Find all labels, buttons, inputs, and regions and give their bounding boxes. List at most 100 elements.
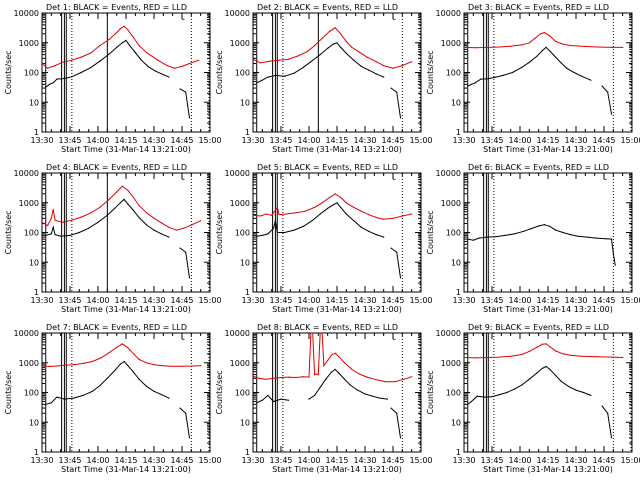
data-point [265, 213, 267, 215]
data-point [52, 82, 54, 84]
data-point [487, 46, 489, 49]
data-point [56, 78, 58, 80]
data-point [179, 247, 181, 249]
data-point [54, 219, 56, 221]
data-point [325, 378, 327, 380]
data-point [467, 238, 469, 240]
series-events [256, 368, 402, 439]
y-tick-label: 10000 [225, 169, 250, 178]
data-point [573, 71, 575, 74]
data-point [56, 365, 58, 367]
data-point [610, 356, 613, 358]
data-point [345, 40, 347, 43]
y-tick-label: 1 [34, 288, 39, 297]
x-tick-label: 13:45 [480, 296, 503, 305]
data-point [534, 37, 536, 40]
data-point [383, 76, 385, 78]
data-point [353, 59, 355, 61]
data-point [153, 390, 155, 392]
data-point [121, 343, 123, 345]
data-point [590, 79, 592, 81]
x-tick-label: 14:30 [564, 296, 587, 305]
data-point [358, 373, 360, 375]
data-point [330, 354, 332, 356]
data-point [272, 400, 275, 403]
data-point [168, 76, 170, 78]
data-point [48, 365, 51, 368]
data-point [464, 356, 465, 359]
data-point [179, 407, 181, 409]
data-point [63, 77, 65, 80]
data-point [375, 61, 377, 63]
y-tick-label: 1000 [19, 39, 39, 48]
data-point [343, 362, 346, 364]
data-point [259, 215, 262, 217]
data-point [614, 264, 616, 266]
data-point [467, 403, 469, 405]
series-lld [253, 27, 413, 69]
data-point [116, 346, 118, 348]
data-point [261, 399, 263, 401]
data-point [467, 85, 469, 87]
data-point [554, 374, 557, 376]
data-point [297, 55, 299, 57]
data-point [575, 389, 577, 391]
data-point [71, 59, 73, 61]
data-point [276, 231, 278, 234]
data-point [586, 236, 588, 238]
data-point [99, 206, 101, 208]
data-point [52, 226, 54, 228]
y-tick-label: 10 [29, 98, 39, 107]
data-point [334, 193, 336, 195]
data-point [538, 225, 540, 227]
x-tick-label: 15:00 [409, 136, 432, 145]
y-axis-label: Counts/sec [215, 210, 224, 254]
data-point [545, 343, 547, 345]
data-point [566, 67, 568, 69]
data-point [375, 216, 377, 219]
data-point [530, 228, 532, 230]
y-tick-label: 10 [240, 418, 250, 427]
data-point [188, 62, 191, 65]
data-point [334, 368, 336, 370]
data-point [321, 202, 323, 204]
data-point [157, 59, 159, 61]
data-point [582, 391, 585, 394]
data-point [80, 56, 82, 58]
y-tick-label: 100 [235, 389, 250, 398]
data-point [162, 74, 164, 76]
data-point [188, 437, 191, 439]
data-point [80, 71, 82, 74]
x-tick-label: 14:15 [536, 296, 559, 305]
data-point [306, 51, 308, 53]
data-point [510, 355, 512, 357]
data-point [360, 65, 362, 67]
data-point [276, 206, 278, 208]
data-point [510, 45, 512, 47]
data-point [42, 365, 43, 367]
x-axis-label: Start Time (31-Mar-14 13:21:00) [272, 305, 402, 314]
data-point [345, 202, 347, 204]
data-point [278, 59, 280, 61]
data-point [394, 381, 396, 383]
data-point [175, 229, 177, 231]
x-tick-label: 14:00 [86, 456, 109, 465]
data-point [358, 51, 360, 53]
data-point [127, 203, 129, 205]
data-point [366, 376, 368, 378]
data-point [304, 210, 306, 212]
x-axis-label: Start Time (31-Mar-14 13:21:00) [272, 465, 402, 474]
data-point [375, 234, 377, 236]
data-point [353, 220, 355, 222]
data-point [187, 104, 189, 106]
data-point [502, 74, 504, 76]
panel-title: Det 4: BLACK = Events, RED = LLD [46, 163, 187, 172]
data-point [403, 378, 405, 380]
data-point [54, 234, 56, 236]
data-point [622, 46, 624, 49]
series-events [467, 365, 613, 439]
data-point [401, 215, 403, 217]
data-point [295, 212, 297, 214]
x-tick-label: 13:30 [30, 296, 53, 305]
